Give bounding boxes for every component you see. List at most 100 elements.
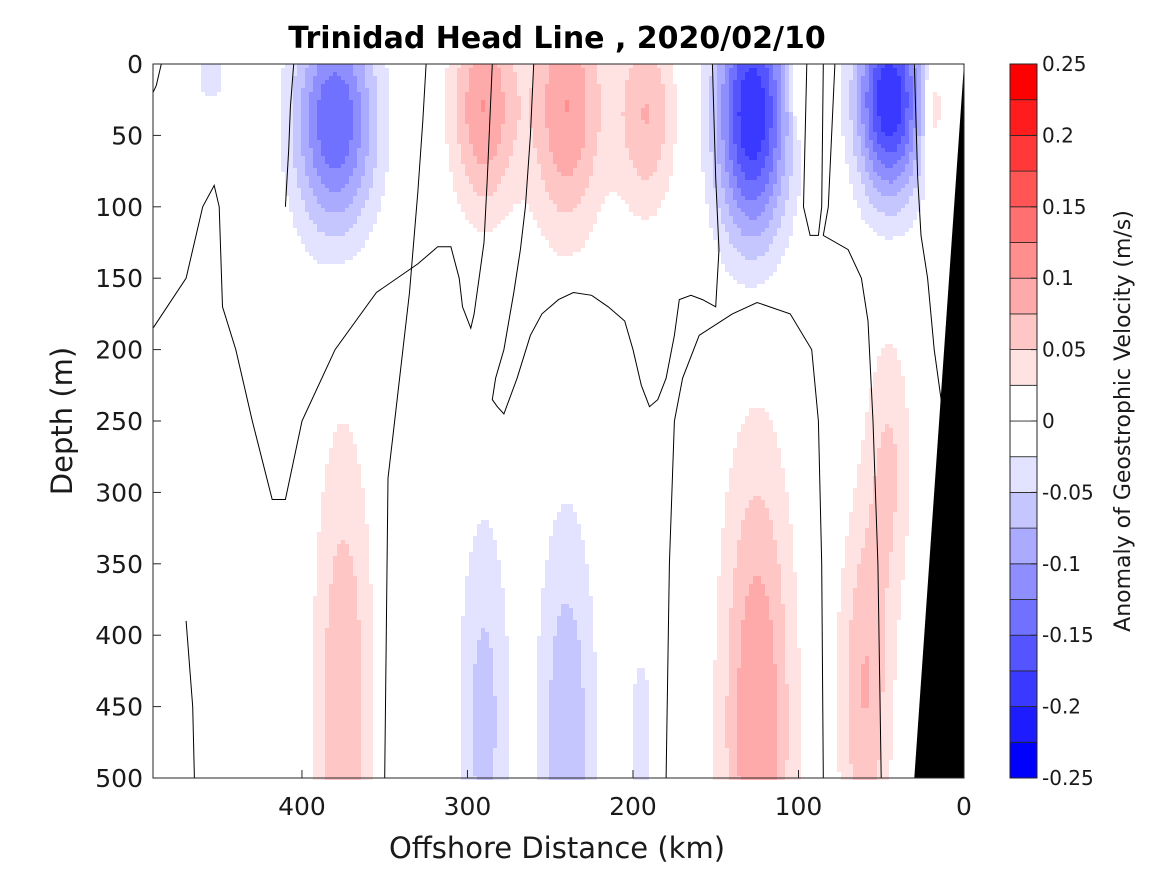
field-cell (465, 732, 469, 736)
field-cell (541, 604, 545, 608)
field-cell (573, 704, 577, 708)
field-cell (329, 104, 333, 108)
field-cell (565, 120, 569, 124)
field-cell (361, 756, 365, 760)
field-cell (561, 636, 565, 640)
field-cell (317, 552, 321, 556)
field-cell (329, 732, 333, 736)
field-cell (337, 144, 341, 148)
field-cell (349, 476, 353, 480)
field-cell (449, 168, 453, 172)
field-cell (337, 736, 341, 740)
field-cell (317, 708, 321, 712)
field-cell (549, 88, 553, 92)
field-cell (333, 628, 337, 632)
field-cell (297, 128, 301, 132)
field-cell (333, 512, 337, 516)
field-cell (521, 180, 525, 184)
field-cell (349, 64, 353, 68)
field-cell (313, 644, 317, 648)
field-cell (369, 628, 373, 632)
field-cell (565, 536, 569, 540)
field-cell (349, 716, 353, 720)
field-cell (365, 660, 369, 664)
field-cell (541, 628, 545, 632)
field-cell (361, 716, 365, 720)
field-cell (329, 144, 333, 148)
field-cell (341, 476, 345, 480)
field-cell (345, 636, 349, 640)
field-cell (325, 752, 329, 756)
field-cell (285, 100, 289, 104)
field-cell (553, 132, 557, 136)
field-cell (465, 636, 469, 640)
field-cell (545, 740, 549, 744)
field-cell (369, 676, 373, 680)
field-cell (353, 64, 357, 68)
field-cell (373, 72, 377, 76)
field-cell (473, 732, 477, 736)
field-cell (485, 696, 489, 700)
field-cell (525, 152, 529, 156)
field-cell (305, 244, 309, 248)
field-cell (341, 156, 345, 160)
field-cell (561, 220, 565, 224)
field-cell (505, 84, 509, 88)
field-cell (549, 632, 553, 636)
field-cell (569, 216, 573, 220)
field-cell (341, 256, 345, 260)
field-cell (317, 760, 321, 764)
field-cell (365, 540, 369, 544)
field-cell (485, 584, 489, 588)
field-cell (461, 140, 465, 144)
field-cell (325, 168, 329, 172)
field-cell (365, 628, 369, 632)
field-cell (329, 772, 333, 776)
field-cell (333, 520, 337, 524)
field-cell (345, 124, 349, 128)
field-cell (337, 216, 341, 220)
field-cell (537, 664, 541, 668)
field-cell (545, 764, 549, 768)
field-cell (545, 180, 549, 184)
field-cell (365, 592, 369, 596)
field-cell (333, 708, 337, 712)
field-cell (325, 700, 329, 704)
field-cell (349, 684, 353, 688)
field-cell (553, 144, 557, 148)
field-cell (497, 64, 501, 68)
field-cell (337, 252, 341, 256)
field-cell (553, 128, 557, 132)
field-cell (461, 768, 465, 772)
field-cell (317, 672, 321, 676)
field-cell (281, 168, 285, 172)
field-cell (493, 740, 497, 744)
field-cell (337, 464, 341, 468)
field-cell (577, 596, 581, 600)
field-cell (333, 68, 337, 72)
field-cell (345, 248, 349, 252)
field-cell (329, 252, 333, 256)
field-cell (473, 688, 477, 692)
field-cell (565, 540, 569, 544)
field-cell (477, 636, 481, 640)
field-cell (353, 484, 357, 488)
field-cell (369, 128, 373, 132)
field-cell (489, 716, 493, 720)
field-cell (313, 648, 317, 652)
field-cell (341, 136, 345, 140)
field-cell (321, 524, 325, 528)
field-cell (341, 500, 345, 504)
field-cell (321, 544, 325, 548)
field-cell (545, 580, 549, 584)
field-cell (341, 536, 345, 540)
field-cell (481, 76, 485, 80)
field-cell (565, 760, 569, 764)
field-cell (349, 608, 353, 612)
field-cell (489, 668, 493, 672)
field-cell (313, 684, 317, 688)
field-cell (573, 224, 577, 228)
field-cell (357, 708, 361, 712)
field-cell (313, 704, 317, 708)
field-cell (289, 160, 293, 164)
